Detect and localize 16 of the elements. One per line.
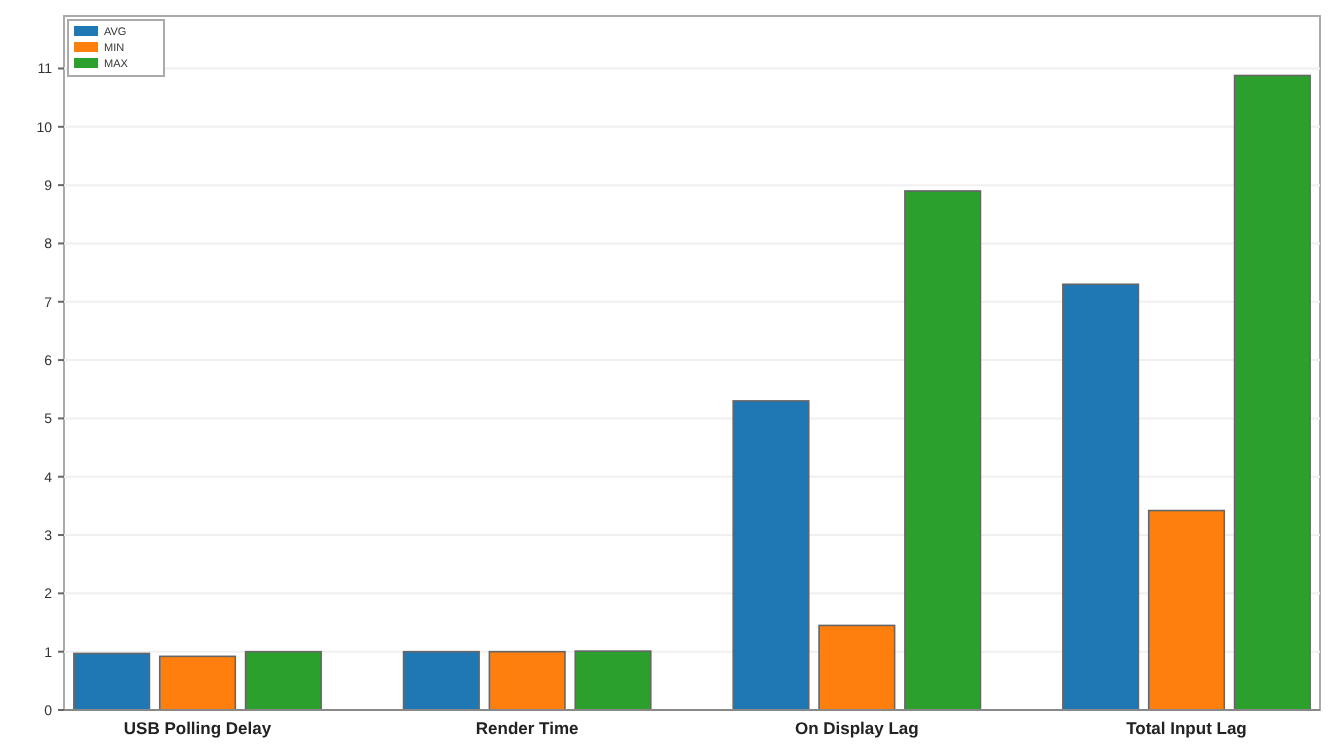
bar [158, 655, 237, 711]
x-tick-label: On Display Lag [794, 718, 919, 738]
bar [1062, 283, 1140, 711]
bar [1233, 74, 1311, 711]
bar [574, 650, 652, 711]
bar [904, 190, 982, 711]
bar [488, 650, 566, 711]
bar [244, 650, 322, 711]
x-tick-label: Total Input Lag [1126, 718, 1247, 738]
bar [732, 400, 810, 711]
bar [402, 650, 480, 711]
bar [73, 652, 151, 711]
bar [818, 624, 896, 711]
bar [1147, 509, 1226, 711]
x-tick-label: USB Polling Delay [123, 718, 272, 738]
x-tick-label: Render Time [475, 718, 580, 738]
